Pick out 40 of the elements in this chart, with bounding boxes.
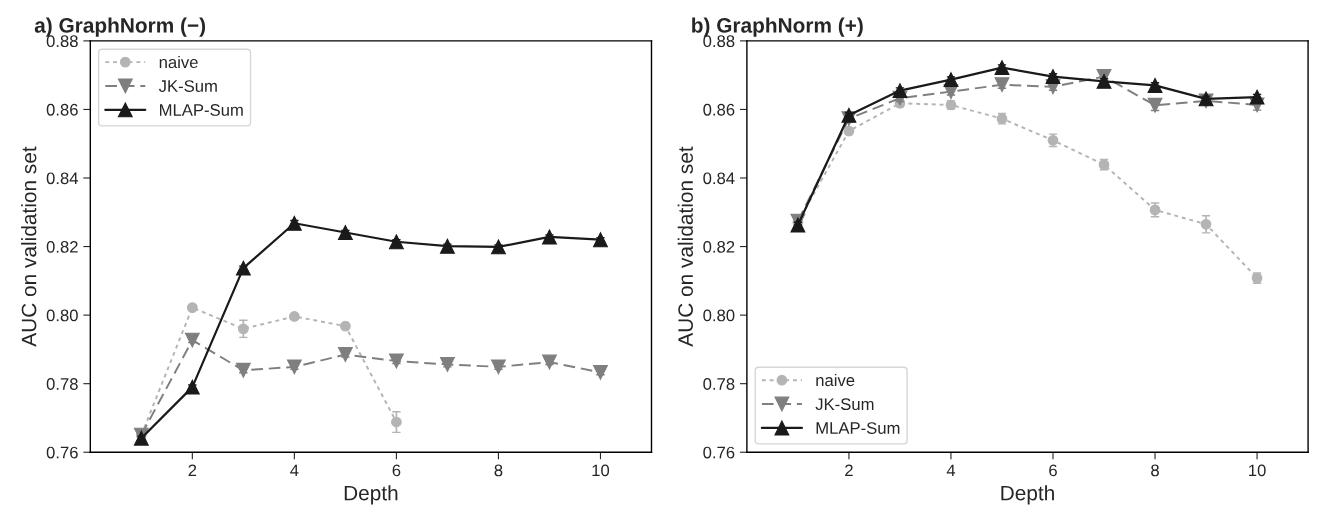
- point: [286, 359, 302, 375]
- y-tick-label: 0.84: [46, 172, 79, 185]
- y-axis-title: AUC on validation set: [21, 146, 37, 347]
- x-tick-label: 6: [392, 464, 401, 477]
- y-tick-label: 0.80: [703, 309, 735, 322]
- point: [1045, 69, 1061, 84]
- y-tick-label: 0.80: [46, 309, 78, 322]
- y-tick-label: 0.76: [46, 446, 78, 459]
- x-axis-title: Depth: [1001, 485, 1054, 505]
- legend-label: naive: [816, 373, 855, 387]
- y-tick-label: 0.86: [46, 103, 78, 116]
- x-tick-label: 8: [494, 464, 503, 477]
- y-tick-label: 0.78: [703, 378, 735, 390]
- y-tick-label: 0.88: [46, 35, 78, 48]
- x-tick-label: 10: [592, 464, 610, 477]
- y-axis-title: AUC on validation set: [677, 146, 693, 347]
- legend-label: MLAP-Sum: [816, 422, 900, 434]
- x-tick-label: 8: [1151, 464, 1159, 477]
- y-tick-label: 0.78: [46, 378, 78, 390]
- point: [439, 238, 455, 254]
- legend-label: naive: [159, 55, 198, 69]
- y-tick-label: 0.82: [46, 240, 78, 253]
- x-tick-label: 4: [946, 464, 956, 477]
- legend-label: MLAP-Sum: [160, 104, 243, 116]
- x-tick-label: 6: [1049, 464, 1057, 477]
- y-tick-label: 0.88: [703, 35, 735, 48]
- y-tick-label: 0.76: [703, 446, 735, 459]
- x-tick-label: 4: [290, 464, 299, 477]
- legend-label: JK-Sum: [158, 80, 217, 92]
- y-tick-label: 0.86: [703, 103, 735, 116]
- chart-title: b) GraphNorm (+): [692, 17, 863, 37]
- point: [235, 260, 251, 276]
- point: [490, 359, 506, 375]
- legend-label: JK-Sum: [815, 398, 874, 411]
- y-tick-label: 0.82: [703, 240, 735, 253]
- x-axis-title: Depth: [344, 485, 398, 505]
- y-tick-label: 0.84: [703, 172, 735, 185]
- x-tick-label: 10: [1249, 464, 1266, 477]
- x-tick-label: 2: [188, 464, 197, 477]
- x-tick-label: 2: [845, 464, 853, 477]
